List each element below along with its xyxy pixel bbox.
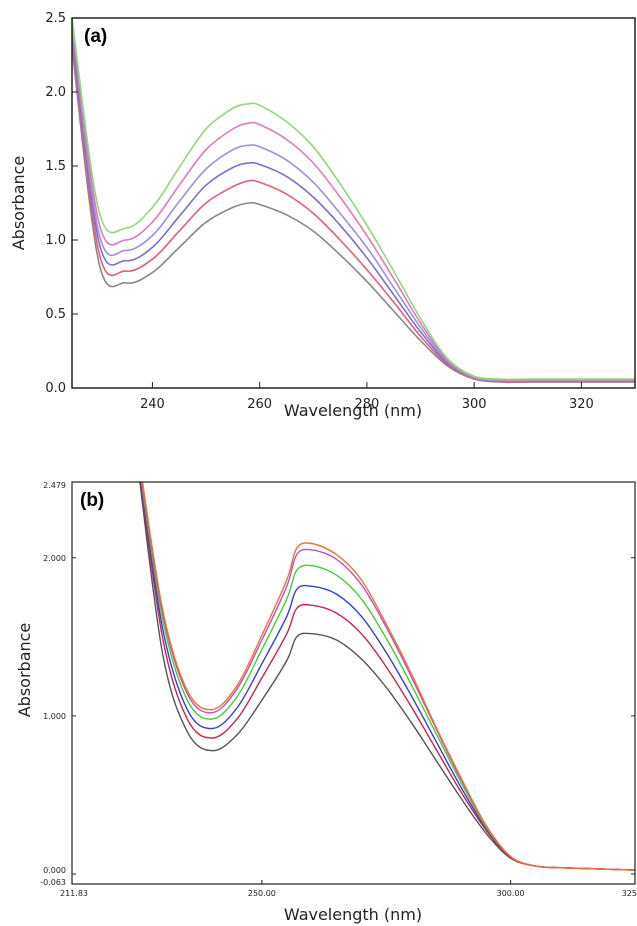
chart-b-ticks: 211.83 250.00 300.00 325 -0.063 0.000 1.000 2.0… [40, 481, 637, 898]
chart-a-ylabel: Absorbance [9, 156, 28, 251]
chart-b-series-2 [139, 482, 635, 871]
chart-b-x-tick-label-1: 250.00 [248, 889, 276, 898]
chart-a-x-tick-label-3: 300 [462, 397, 487, 412]
chart-a-y-tick-label-5: 2.5 [45, 11, 66, 26]
chart-b-xlabel: Wavelength (nm) [284, 905, 422, 924]
chart-b-frame [71, 481, 636, 885]
chart-b-panel-label: (b) [80, 490, 104, 511]
chart-b-x-tick-label-2: 300.00 [497, 889, 525, 898]
chart-b-x-tick-label-3: 325 [622, 889, 637, 898]
chart-b-series-4 [140, 482, 635, 871]
chart-a: 240 260 280 300 320 0.0 0.5 1.0 1.5 2.0 2.5 (a) Wa… [9, 11, 636, 420]
chart-a-x-tick-label-0: 240 [140, 397, 165, 412]
chart-b: 211.83 250.00 300.00 325 -0.063 0.000 1.000 2.0… [15, 481, 637, 924]
chart-b-series-6 [141, 482, 635, 871]
chart-a-series-3 [72, 32, 635, 382]
chart-a-x-tick-label-4: 320 [569, 397, 594, 412]
chart-b-y-tick-label-3: 2.000 [43, 554, 66, 563]
chart-b-x-tick-label-0: 211.83 [60, 889, 88, 898]
chart-a-frame [71, 17, 636, 389]
chart-b-y-tick-label-2: 1.000 [43, 712, 66, 721]
chart-a-y-tick-label-1: 0.5 [45, 307, 66, 322]
chart-b-series-3 [140, 482, 635, 871]
chart-a-ticks: 240 260 280 300 320 0.0 0.5 1.0 1.5 2.0 2.5 [45, 11, 593, 412]
chart-a-y-tick-label-4: 2.0 [45, 85, 66, 100]
chart-a-series-5 [72, 20, 635, 381]
chart-a-xlabel: Wavelength (nm) [284, 401, 422, 420]
chart-b-y-tick-label-1: 0.000 [43, 866, 66, 875]
chart-b-series-5 [141, 482, 635, 871]
chart-a-y-tick-label-3: 1.5 [45, 159, 66, 174]
chart-a-series-2 [72, 40, 635, 383]
chart-a-series-6 [72, 18, 635, 381]
chart-b-ylabel: Absorbance [15, 623, 34, 718]
chart-a-panel-label: (a) [84, 26, 107, 47]
chart-a-y-tick-label-2: 1.0 [45, 233, 66, 248]
chart-a-x-tick-label-1: 260 [247, 397, 272, 412]
chart-b-series-group [139, 482, 635, 871]
chart-a-y-tick-label-0: 0.0 [45, 381, 66, 396]
chart-b-y-tick-label-0: -0.063 [40, 878, 66, 887]
chart-b-y-tick-label-4: 2.479 [43, 481, 66, 490]
chart-a-series-group [72, 18, 635, 384]
chart-a-x-tick-label-2: 280 [354, 397, 379, 412]
